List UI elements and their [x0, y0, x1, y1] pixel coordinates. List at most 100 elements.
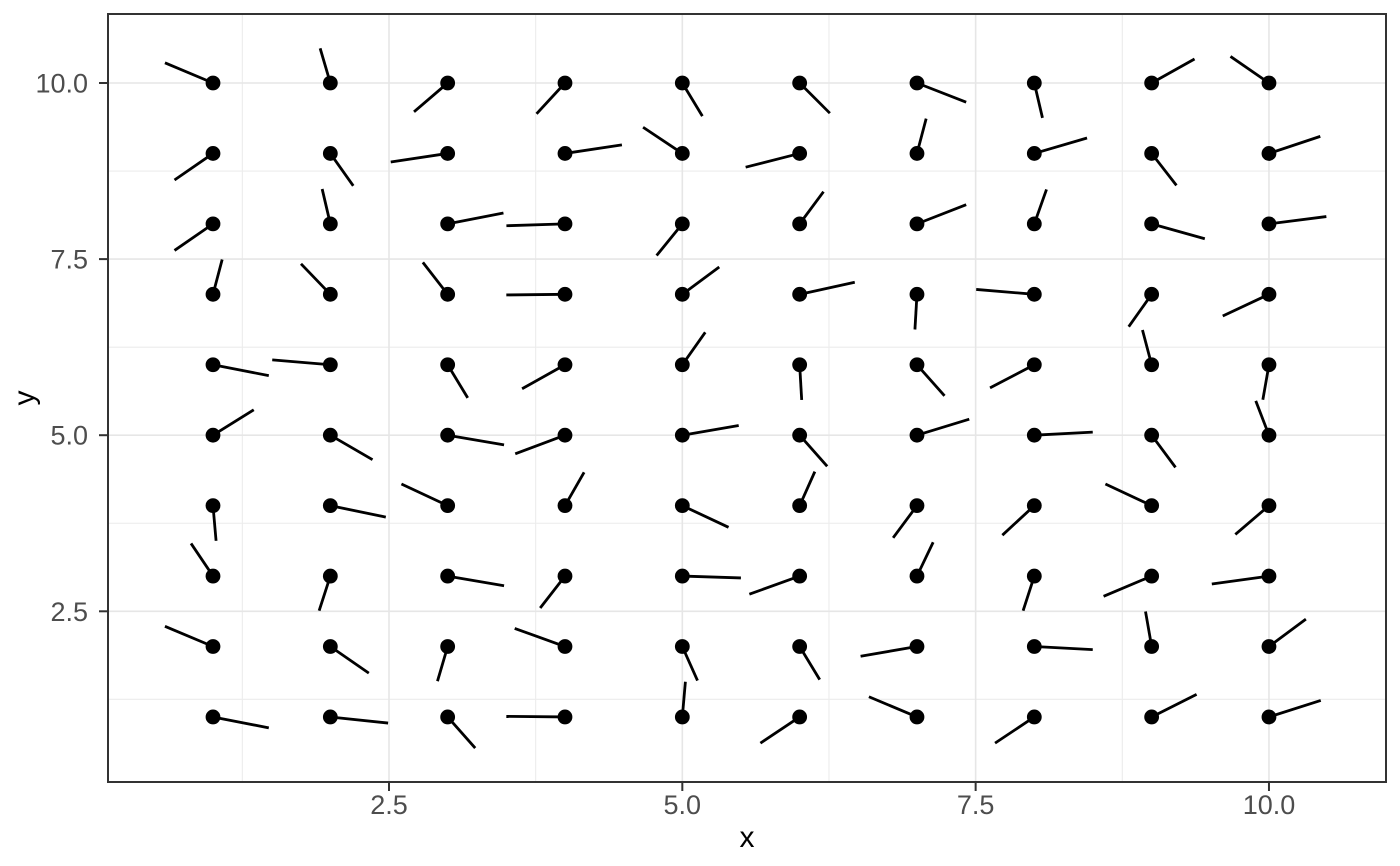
spoke-segment — [521, 363, 566, 391]
data-point — [205, 639, 221, 654]
spoke-segment — [799, 280, 856, 296]
data-point — [909, 216, 925, 232]
spoke-segment — [994, 715, 1036, 745]
data-point — [792, 357, 808, 373]
data-point — [1261, 357, 1277, 373]
data-point — [440, 709, 456, 725]
spoke-segment — [212, 363, 270, 378]
spoke-segment — [400, 482, 449, 507]
data-point — [1144, 286, 1160, 302]
data-point — [674, 146, 690, 161]
data-point — [1144, 427, 1160, 443]
spoke-segment — [682, 574, 741, 580]
spoke-segment — [745, 152, 800, 169]
data-point — [322, 75, 338, 91]
data-point — [1144, 75, 1160, 91]
spoke-segment — [976, 288, 1035, 296]
data-point — [909, 75, 925, 91]
spoke-segment — [759, 715, 801, 745]
data-point — [440, 357, 456, 373]
data-point — [1026, 75, 1042, 91]
data-point — [440, 216, 456, 232]
data-point — [557, 427, 573, 443]
spoke-segment — [212, 715, 270, 730]
spoke-segment — [1229, 55, 1270, 85]
x-tick-label: 7.5 — [957, 790, 995, 820]
spoke-segment — [564, 143, 623, 155]
data-point — [1026, 286, 1042, 302]
data-point — [1026, 568, 1042, 584]
spoke-segment — [330, 504, 387, 519]
y-tick-label: 2.5 — [50, 597, 88, 627]
data-point — [1026, 709, 1042, 725]
spoke-segment — [1151, 222, 1206, 241]
data-point — [322, 216, 338, 232]
data-point — [440, 639, 456, 654]
spoke-segment — [916, 203, 967, 226]
data-point — [322, 709, 338, 725]
data-point — [557, 216, 573, 232]
data-point — [205, 357, 221, 373]
spoke-segment — [989, 363, 1035, 390]
data-point — [1026, 146, 1042, 161]
data-point — [1261, 216, 1277, 232]
data-point — [440, 427, 456, 443]
y-tick-label: 10.0 — [35, 69, 88, 99]
spoke-segment — [506, 222, 566, 228]
data-point — [322, 568, 338, 584]
x-axis-title: x — [740, 821, 755, 854]
spoke-segment — [642, 126, 684, 155]
spoke-segment — [1150, 57, 1196, 85]
data-point — [557, 498, 573, 514]
data-point — [909, 427, 925, 443]
data-point — [1026, 639, 1042, 654]
data-point — [322, 357, 338, 373]
spoke-segment — [212, 408, 255, 437]
spoke-segment — [447, 433, 505, 447]
data-point — [440, 286, 456, 302]
data-point — [557, 639, 573, 654]
spoke-segment — [916, 81, 967, 104]
spoke-segment — [173, 152, 214, 182]
spoke-segment — [390, 152, 448, 164]
data-point — [1144, 568, 1160, 584]
x-tick-label: 5.0 — [664, 790, 702, 820]
data-point — [1261, 709, 1277, 725]
data-point — [557, 709, 573, 725]
data-point — [792, 75, 808, 91]
data-point — [1261, 75, 1277, 91]
y-axis-title: y — [8, 391, 41, 406]
data-point — [1261, 427, 1277, 443]
x-tick-label: 10.0 — [1243, 790, 1296, 820]
data-point — [792, 639, 808, 654]
data-point — [440, 146, 456, 161]
spoke-segment — [1103, 574, 1153, 598]
data-point — [792, 216, 808, 232]
data-point — [909, 357, 925, 373]
x-axis-tick-labels: 2.5 5.0 7.5 10.0 — [370, 790, 1295, 820]
data-point — [674, 286, 690, 302]
spoke-segment — [1033, 136, 1088, 155]
data-point — [322, 286, 338, 302]
data-point — [1144, 357, 1160, 373]
spoke-segment — [1268, 215, 1327, 226]
data-point — [909, 709, 925, 725]
panel-border — [107, 13, 1387, 783]
data-point — [205, 498, 221, 514]
data-point — [1144, 709, 1160, 725]
data-point — [792, 709, 808, 725]
data-point — [792, 427, 808, 443]
data-point — [1261, 568, 1277, 584]
spoke-segment — [868, 695, 918, 719]
spoke-segment — [329, 645, 370, 675]
data-point — [440, 568, 456, 584]
y-tick-label: 5.0 — [50, 421, 88, 451]
data-point — [205, 568, 221, 584]
data-point — [909, 498, 925, 514]
data-point — [674, 216, 690, 232]
data-point — [205, 286, 221, 302]
spoke-segment — [330, 715, 389, 725]
spoke-segment — [447, 211, 504, 226]
panel-background — [108, 14, 1386, 782]
